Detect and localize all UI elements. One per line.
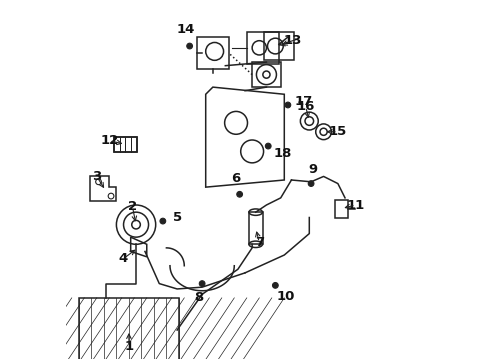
Circle shape [237, 192, 243, 197]
Bar [252, 62, 281, 87]
Circle shape [160, 218, 166, 224]
Text: 10: 10 [277, 289, 295, 303]
Circle shape [132, 220, 140, 229]
Text: 15: 15 [329, 125, 347, 138]
Text: 12: 12 [100, 134, 119, 147]
Circle shape [263, 71, 270, 78]
Text: 3: 3 [92, 170, 101, 183]
Text: 6: 6 [231, 172, 241, 185]
Text: 1: 1 [124, 339, 133, 352]
Text: 11: 11 [346, 198, 365, 212]
Text: 17: 17 [295, 95, 313, 108]
Circle shape [199, 281, 205, 287]
Circle shape [187, 43, 193, 49]
Bar [197, 37, 229, 69]
Circle shape [266, 143, 271, 149]
Bar [249, 212, 263, 244]
Bar [247, 32, 279, 64]
Bar [79, 298, 179, 360]
Text: 5: 5 [172, 211, 182, 224]
Text: 7: 7 [255, 236, 264, 249]
Text: 13: 13 [284, 34, 302, 47]
Bar [114, 137, 137, 152]
Text: 9: 9 [308, 163, 318, 176]
Text: 8: 8 [194, 291, 203, 305]
Text: 2: 2 [128, 200, 137, 213]
Text: 14: 14 [177, 23, 195, 36]
Circle shape [308, 181, 314, 186]
Bar [335, 200, 348, 217]
Bar [114, 137, 137, 152]
Bar [264, 32, 294, 60]
Text: 16: 16 [296, 100, 315, 113]
Text: 18: 18 [273, 147, 292, 160]
Circle shape [285, 102, 291, 108]
Circle shape [272, 283, 278, 288]
Text: 4: 4 [119, 252, 128, 265]
